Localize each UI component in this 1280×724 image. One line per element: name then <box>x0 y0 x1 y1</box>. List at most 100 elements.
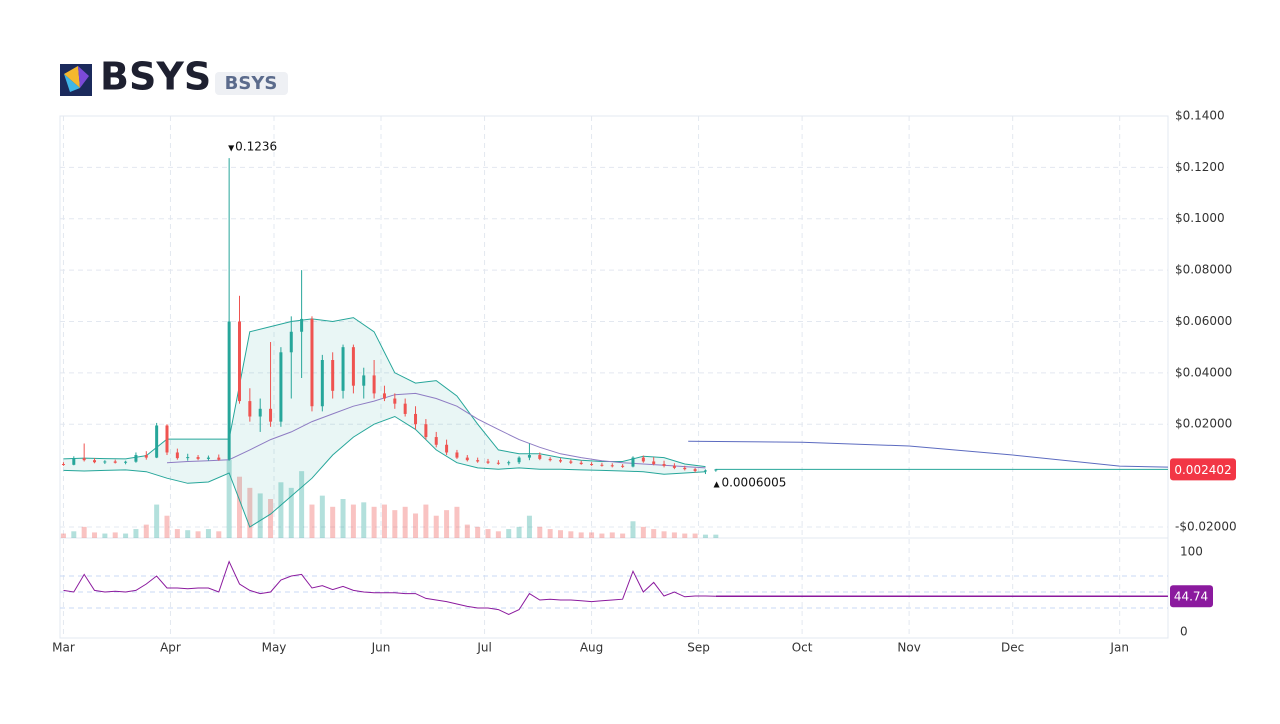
volume-bar <box>568 531 574 538</box>
candle-body <box>362 375 366 386</box>
candle-body <box>186 457 190 459</box>
rsi-line <box>63 560 716 615</box>
volume-bar <box>702 534 708 538</box>
volume-bar <box>506 529 512 538</box>
volume-bar <box>361 502 367 538</box>
low-marker: ▲ <box>713 480 720 489</box>
candle-body <box>248 401 252 417</box>
volume-bar <box>236 476 242 538</box>
volume-bar <box>392 510 398 538</box>
volume-bar <box>216 531 222 538</box>
x-tick-label: Sep <box>687 641 710 655</box>
candle-body <box>341 347 345 391</box>
volume-bar <box>537 526 543 538</box>
volume-bar <box>640 526 646 538</box>
last-price-box <box>1170 458 1236 481</box>
volume-bar <box>671 532 677 538</box>
volume-bar <box>340 499 346 538</box>
candle-body <box>134 455 138 462</box>
logo <box>60 64 92 96</box>
volume-bar <box>174 529 180 538</box>
candle-body <box>258 408 262 417</box>
x-tick-label: Jan <box>1109 641 1129 655</box>
x-tick-label: Aug <box>580 641 603 655</box>
volume-bar <box>413 513 419 538</box>
volume-bar <box>309 504 315 538</box>
y-tick-label: $0.1200 <box>1175 160 1225 174</box>
candle-body <box>507 462 511 464</box>
y-tick-label: -$0.02000 <box>1175 519 1237 533</box>
candle-body <box>569 461 573 463</box>
candle-body <box>300 318 304 332</box>
candle-body <box>641 457 645 462</box>
volume-bar <box>371 506 377 538</box>
volume-bar <box>444 510 450 538</box>
y-tick-label: $0.1000 <box>1175 211 1225 225</box>
volume-bar <box>133 529 139 538</box>
candle-body <box>279 352 283 422</box>
ticker-badge <box>215 72 288 95</box>
volume-bar <box>475 526 481 538</box>
last-price-label: 0.002402 <box>1174 463 1231 477</box>
candle-body <box>206 457 210 459</box>
volume-bar <box>268 499 274 538</box>
candle-body <box>714 469 718 471</box>
high-marker: ▼ <box>228 144 235 153</box>
candle-body <box>93 460 97 463</box>
candle-body <box>652 461 656 465</box>
moving-average <box>166 392 706 469</box>
volume-bar <box>123 533 129 538</box>
volume-bar <box>682 533 688 538</box>
volume-bar <box>92 532 98 538</box>
volume-bar <box>60 533 66 538</box>
volume-bar <box>350 504 356 538</box>
candle-body <box>165 425 169 453</box>
candle-body <box>662 464 666 466</box>
candle-body <box>289 331 293 353</box>
candle-body <box>610 465 614 467</box>
candle-body <box>434 437 438 445</box>
bollinger-line <box>63 415 706 528</box>
candle-body <box>310 318 314 407</box>
candle-body <box>196 457 200 459</box>
candle-body <box>144 455 148 458</box>
x-tick-label: Mar <box>52 641 75 655</box>
candle-body <box>82 458 86 461</box>
candle-body <box>548 458 552 461</box>
x-tick-label: Nov <box>897 641 920 655</box>
volume-bar <box>589 532 595 538</box>
volume-bar <box>609 532 615 538</box>
candle-body <box>579 462 583 465</box>
x-tick-label: May <box>262 641 287 655</box>
volume-bar <box>319 495 325 538</box>
candle-body <box>672 465 676 468</box>
candle-body <box>72 458 76 465</box>
volume-bar <box>102 533 108 538</box>
volume-bar <box>257 493 263 538</box>
volume-bar <box>402 506 408 538</box>
candle-body <box>683 467 687 470</box>
x-tick-label: Dec <box>1001 641 1024 655</box>
volume-bar <box>464 524 470 538</box>
volume-bar <box>423 504 429 538</box>
candle-body <box>414 413 418 425</box>
volume-bar <box>557 530 563 538</box>
volume-bar <box>205 529 211 538</box>
volume-bar <box>185 530 191 538</box>
candle-body <box>590 464 594 466</box>
x-tick-label: Jun <box>371 641 391 655</box>
candle-body <box>269 408 273 422</box>
candle-body <box>621 465 625 467</box>
volume-bar <box>247 487 253 538</box>
candle-body <box>331 360 335 391</box>
volume-bar <box>599 533 605 538</box>
candle-body <box>486 461 490 463</box>
volume-bar <box>143 524 149 538</box>
volume-bar <box>164 515 170 538</box>
bollinger-line <box>63 317 706 468</box>
candle-body <box>175 452 179 459</box>
candle-body <box>237 321 241 402</box>
rsi-tick-label: 100 <box>1180 545 1203 559</box>
candle-body <box>445 444 449 453</box>
x-tick-label: Apr <box>160 641 181 655</box>
